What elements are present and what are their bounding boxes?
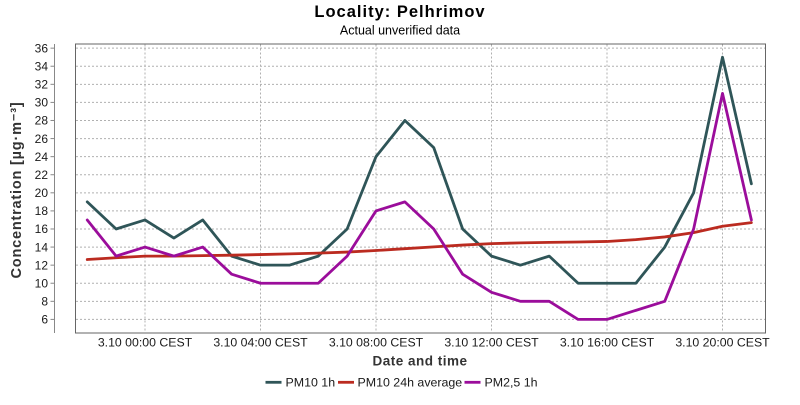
- svg-text:3.10 12:00 CEST: 3.10 12:00 CEST: [444, 336, 539, 350]
- svg-text:36: 36: [35, 41, 49, 55]
- svg-text:3.10 00:00 CEST: 3.10 00:00 CEST: [98, 336, 193, 350]
- svg-text:24: 24: [35, 150, 49, 164]
- svg-text:10: 10: [35, 276, 49, 290]
- svg-text:18: 18: [35, 204, 49, 218]
- svg-text:PM2,5 1h: PM2,5 1h: [485, 376, 538, 390]
- svg-text:32: 32: [35, 78, 49, 92]
- svg-text:3.10 16:00 CEST: 3.10 16:00 CEST: [560, 336, 655, 350]
- svg-text:26: 26: [35, 132, 49, 146]
- svg-text:30: 30: [35, 96, 49, 110]
- svg-text:Locality: Pelhrimov: Locality: Pelhrimov: [314, 3, 485, 21]
- svg-text:3.10 20:00 CEST: 3.10 20:00 CEST: [675, 336, 770, 350]
- svg-text:Date and time: Date and time: [372, 353, 467, 368]
- svg-text:PM10 24h average: PM10 24h average: [358, 376, 463, 390]
- svg-text:Concentration [µg·m⁻³]: Concentration [µg·m⁻³]: [9, 102, 25, 279]
- svg-text:14: 14: [35, 240, 49, 254]
- svg-text:8: 8: [41, 295, 48, 309]
- svg-text:20: 20: [35, 186, 49, 200]
- svg-text:3.10 08:00 CEST: 3.10 08:00 CEST: [329, 336, 424, 350]
- svg-text:Actual unverified data: Actual unverified data: [340, 24, 460, 38]
- svg-text:3.10 04:00 CEST: 3.10 04:00 CEST: [213, 336, 308, 350]
- svg-text:PM10 1h: PM10 1h: [286, 376, 336, 390]
- svg-text:12: 12: [35, 258, 49, 272]
- svg-text:34: 34: [35, 59, 49, 73]
- svg-text:22: 22: [35, 168, 49, 182]
- svg-text:16: 16: [35, 222, 49, 236]
- svg-text:28: 28: [35, 114, 49, 128]
- svg-text:6: 6: [41, 313, 48, 327]
